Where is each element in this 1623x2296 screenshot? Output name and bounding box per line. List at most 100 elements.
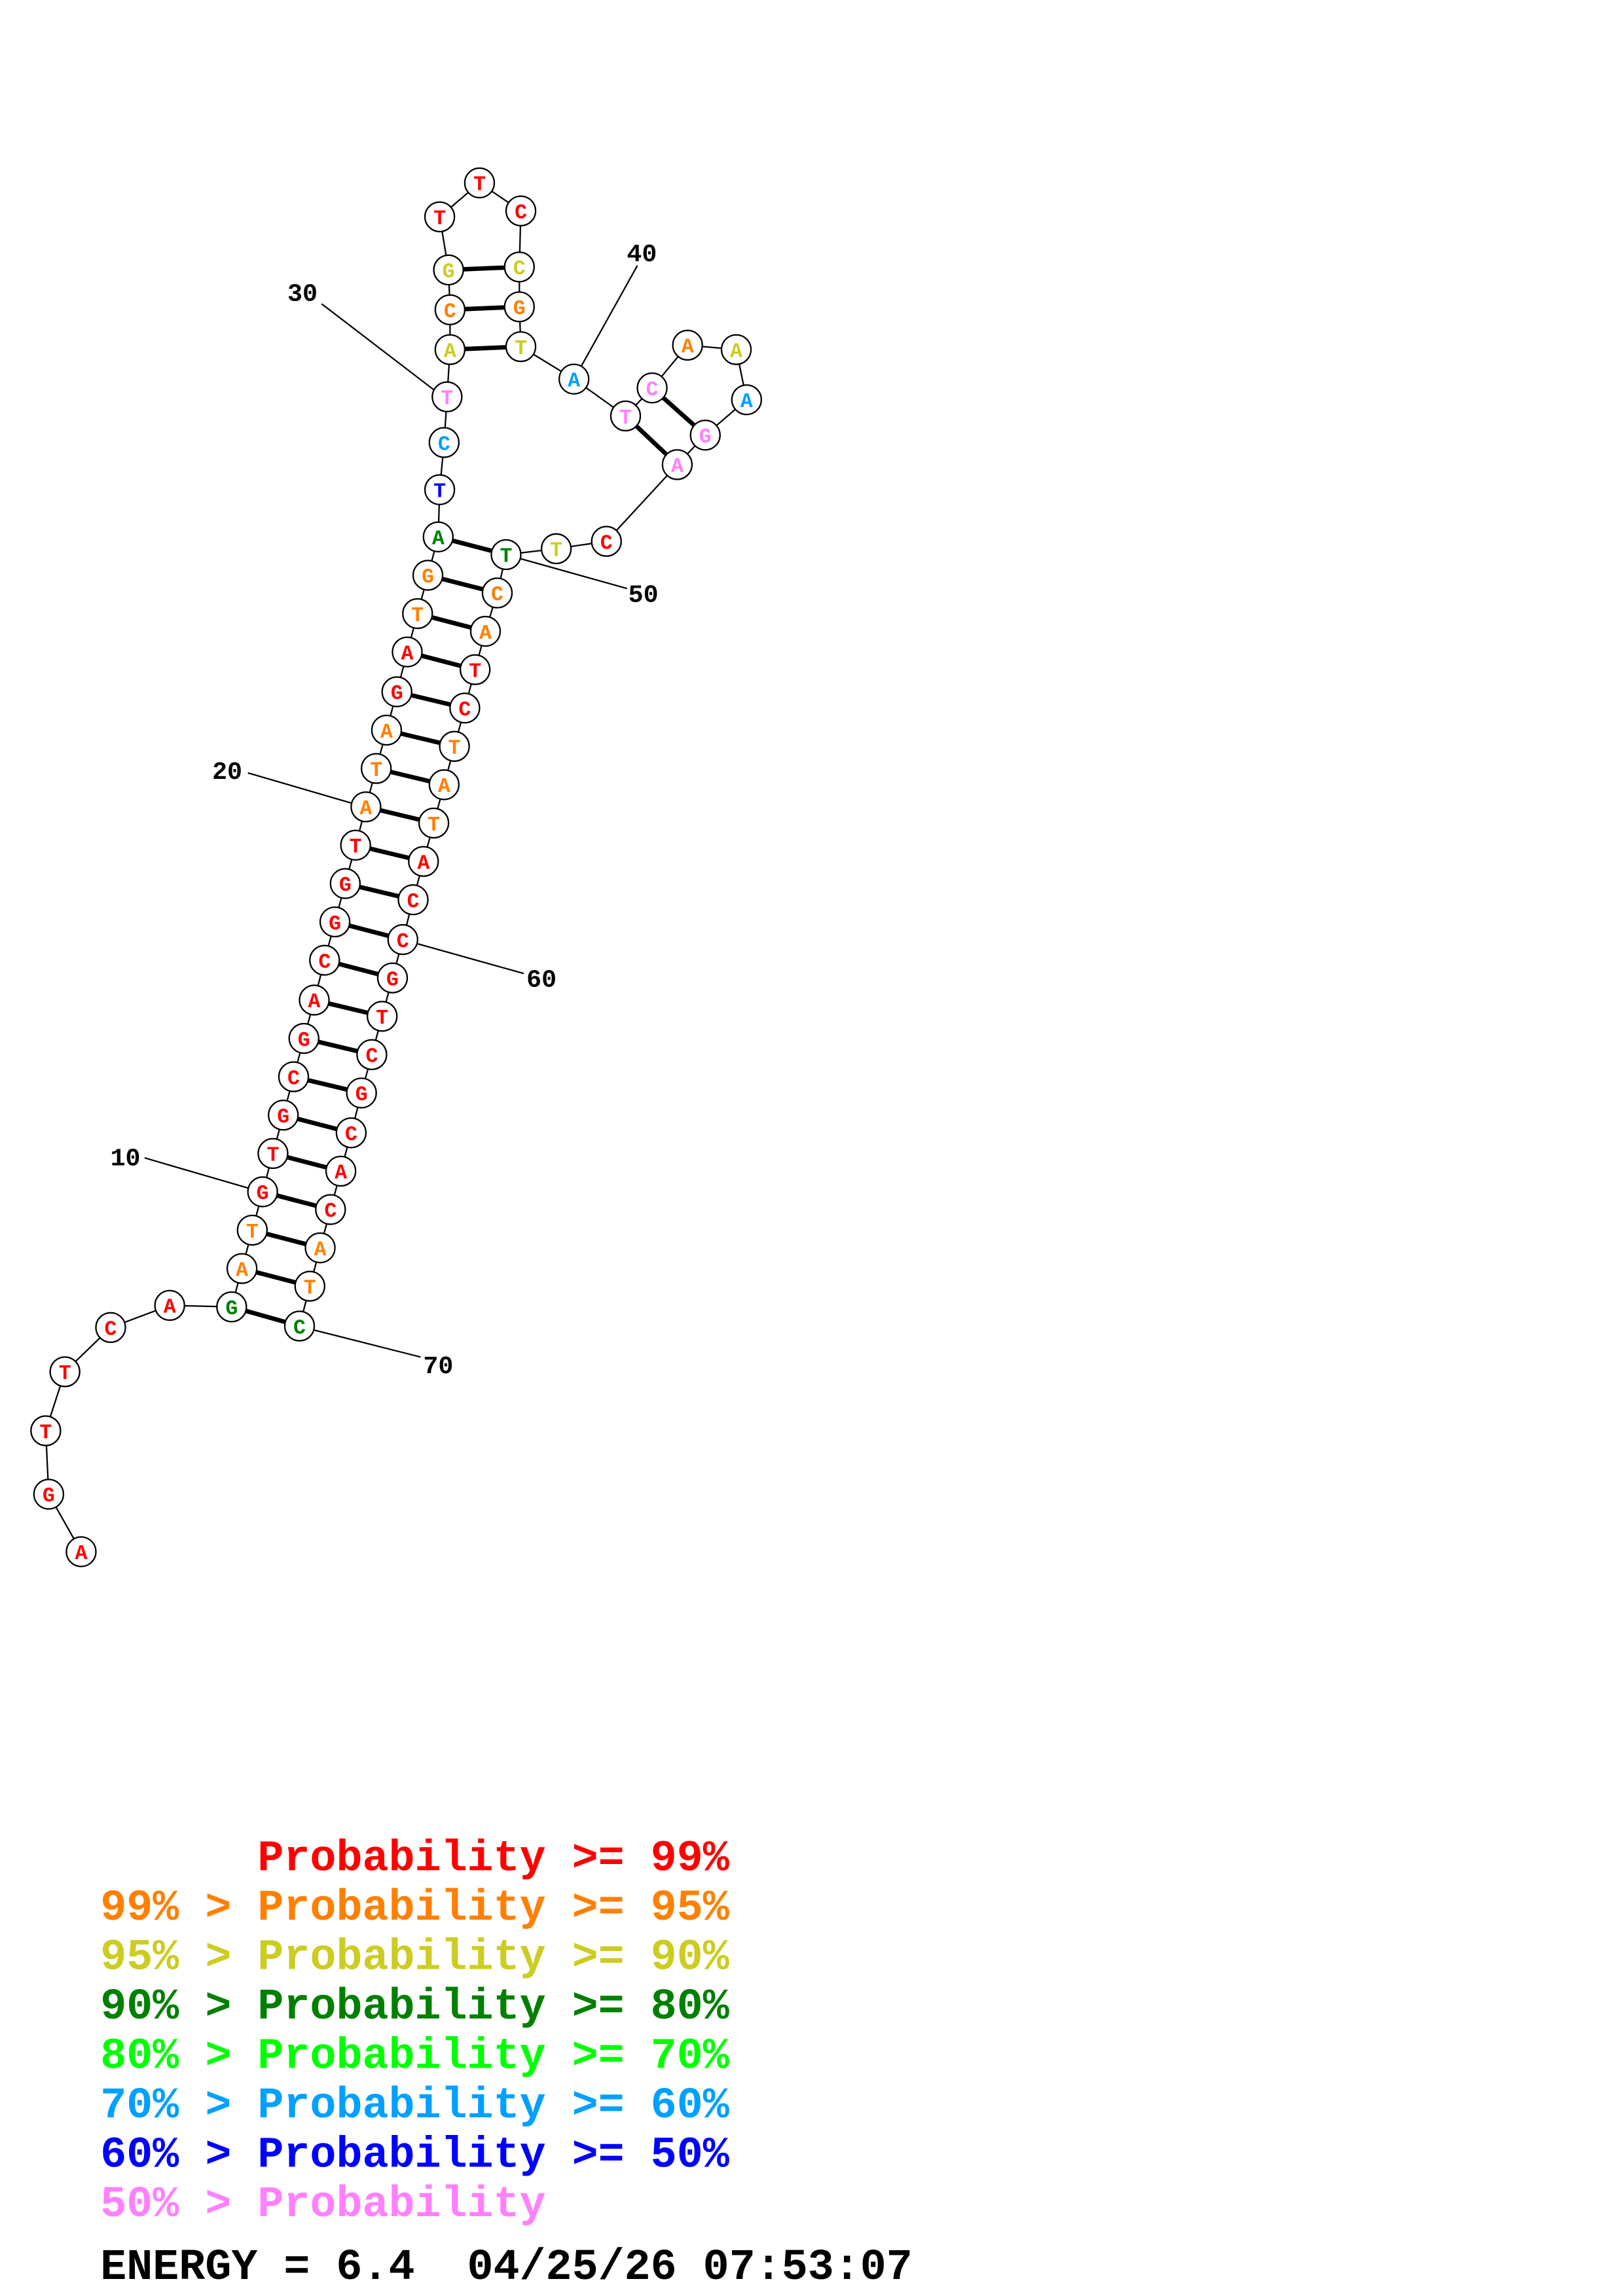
base-letter: C <box>600 532 613 555</box>
legend-prefix: 99% > <box>100 1884 231 1933</box>
base-circle <box>392 636 423 668</box>
base-letter: C <box>438 433 450 456</box>
base-letter: C <box>513 258 526 281</box>
position-label: 50 <box>629 581 659 609</box>
base-circle <box>408 846 439 877</box>
legend-text: Probability >= 60% <box>257 2081 729 2131</box>
base-letter: T <box>515 338 527 361</box>
base-letter: A <box>380 721 393 744</box>
base-letter: A <box>359 798 372 821</box>
base-letter: C <box>491 584 503 607</box>
base-letter: G <box>356 1084 368 1107</box>
base-letter: G <box>699 426 712 449</box>
position-label: 40 <box>627 240 657 269</box>
base-letter: C <box>646 379 659 402</box>
base-letter: A <box>671 456 684 478</box>
legend-text: Probability >= 99% <box>257 1835 729 1884</box>
base-circle <box>672 329 703 361</box>
base-circle <box>540 533 572 565</box>
base-circle <box>460 654 491 685</box>
base-letter: A <box>314 1239 327 1262</box>
base-circle <box>490 539 522 571</box>
base-letter: C <box>105 1319 117 1342</box>
base-letter: A <box>164 1297 176 1319</box>
base-circle <box>315 1194 346 1225</box>
base-circle <box>689 420 721 451</box>
base-circle <box>257 1138 289 1170</box>
base-letter: C <box>407 891 420 914</box>
base-circle <box>439 730 470 762</box>
base-circle <box>340 829 371 861</box>
base-circle <box>381 676 412 708</box>
base-letter: T <box>500 546 513 569</box>
base-circle <box>309 944 340 976</box>
base-circle <box>65 1536 97 1568</box>
base-letter: G <box>257 1183 269 1206</box>
base-letter: C <box>515 202 527 225</box>
base-letter: T <box>428 814 440 837</box>
base-circle <box>428 427 460 458</box>
base-circle <box>505 195 537 226</box>
base-circle <box>412 560 444 591</box>
legend-prefix: 50% > <box>100 2180 231 2230</box>
base-letter: G <box>329 913 341 936</box>
base-letter: G <box>386 969 399 992</box>
base-circle <box>278 1061 310 1092</box>
base-letter: T <box>550 540 562 563</box>
leader-line <box>516 556 628 590</box>
base-circle <box>299 984 330 1016</box>
base-letter: T <box>266 1145 279 1168</box>
legend-text: Probability >= 70% <box>257 2032 729 2082</box>
base-letter: A <box>308 991 321 1014</box>
base-letter: C <box>365 1046 378 1069</box>
base-circle <box>418 807 450 839</box>
base-circle <box>558 363 590 395</box>
base-letter: G <box>339 874 352 897</box>
base-letter: C <box>444 301 456 324</box>
base-letter: T <box>376 1007 388 1030</box>
backbone <box>606 464 678 542</box>
base-circle <box>376 962 409 994</box>
base-letter: T <box>304 1277 316 1300</box>
base-circle <box>268 1100 299 1131</box>
position-label: 70 <box>423 1352 453 1381</box>
base-circle <box>247 1176 278 1208</box>
base-letter: G <box>225 1298 238 1321</box>
base-letter: A <box>401 643 414 666</box>
base-letter: A <box>568 370 580 393</box>
base-circle <box>350 791 382 823</box>
base-circle <box>505 331 537 363</box>
base-circle <box>154 1289 185 1321</box>
base-circle <box>433 254 464 286</box>
legend-prefix: 60% > <box>100 2131 231 2181</box>
legend-prefix: 95% > <box>100 1933 231 1983</box>
legend-text: Probability >= 50% <box>257 2131 729 2181</box>
base-circle <box>216 1291 247 1323</box>
base-circle <box>387 924 418 956</box>
base-circle <box>294 1270 325 1302</box>
base-letter: T <box>350 836 362 859</box>
base-circle <box>30 1415 62 1446</box>
base-circle <box>236 1214 268 1246</box>
base-circle <box>481 577 513 609</box>
base-circle <box>402 598 433 630</box>
base-letter: A <box>75 1543 87 1566</box>
base-letter: A <box>479 622 492 645</box>
base-letter: A <box>682 336 694 359</box>
base-letter: T <box>411 605 424 628</box>
base-letter: G <box>443 261 455 284</box>
base-circle <box>325 1155 357 1187</box>
base-letter: C <box>324 1200 337 1223</box>
leader-line <box>412 941 524 975</box>
energy-footer: ENERGY = 6.4 04/25/26 07:53:07 <box>100 2243 913 2293</box>
leader-line <box>144 1157 251 1190</box>
base-circle <box>95 1312 126 1343</box>
base-letter: T <box>39 1422 52 1444</box>
legend-prefix: 80% > <box>100 2032 231 2082</box>
position-label: 30 <box>287 280 318 309</box>
base-letter: A <box>444 340 456 363</box>
base-circle <box>49 1356 81 1388</box>
base-letter: A <box>730 340 742 363</box>
base-circle <box>469 615 501 647</box>
